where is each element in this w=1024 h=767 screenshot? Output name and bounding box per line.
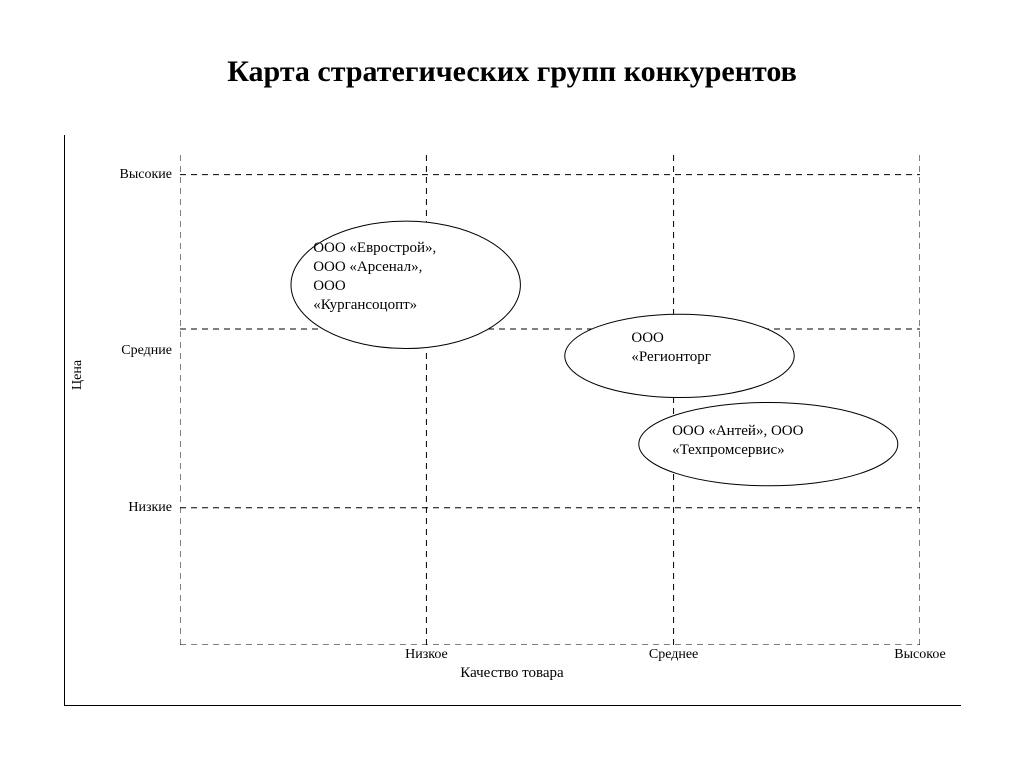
y-tick-label: Высокие — [72, 167, 172, 183]
x-tick-label: Низкое — [366, 647, 486, 663]
x-tick-label: Высокое — [860, 647, 980, 663]
y-axis-title: Цена — [70, 360, 86, 390]
chart-plot-svg — [180, 155, 920, 645]
x-axis-title: Качество товара — [0, 665, 1024, 682]
x-tick-label: Среднее — [614, 647, 734, 663]
bubble-label-group2: ООО«Регионторг — [631, 329, 711, 367]
page: Карта стратегических групп конкурентов Ц… — [0, 0, 1024, 767]
bubble-label-group1: ООО «Еврострой»,ООО «Арсенал»,ООО«Курган… — [313, 239, 436, 314]
y-tick-label: Низкие — [72, 500, 172, 516]
bubble-label-group3: ООО «Антей», ООО«Техпромсервис» — [672, 422, 803, 460]
strategic-groups-chart: Низкие Средние Высокие Низкое Среднее Вы… — [180, 155, 920, 645]
y-tick-label: Средние — [72, 343, 172, 359]
page-title: Карта стратегических групп конкурентов — [0, 55, 1024, 89]
